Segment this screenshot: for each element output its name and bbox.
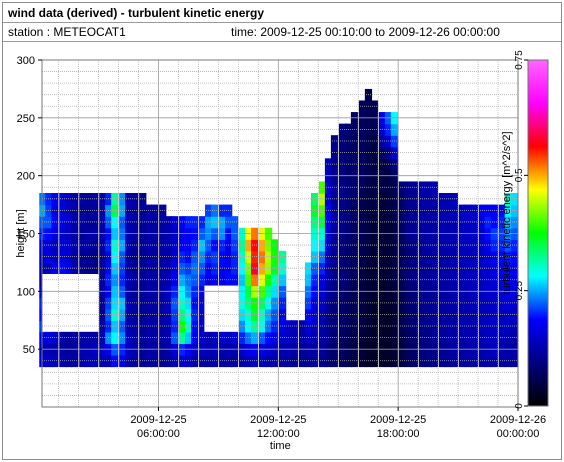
y-tick-label: 150 [17, 229, 35, 241]
x-tick-label-time: 18:00:00 [377, 428, 420, 440]
y-tick-label: 250 [17, 113, 35, 125]
no-data-gap [204, 285, 239, 332]
colorbar-label: turbulent kinetic energy [m^2/s^2] [501, 131, 513, 294]
colorbar-tick-label: 0 [514, 403, 525, 409]
y-tick-label: 200 [17, 171, 35, 183]
colorbar-tick-label: 0.5 [514, 168, 525, 182]
colorbar-tick-label: 0.75 [514, 50, 525, 70]
x-tick-label-date: 2009-12-25 [250, 414, 306, 426]
station-label: station : METEOCAT1 [8, 25, 126, 39]
y-axis-label: height [m] [15, 209, 27, 257]
y-tick-label: 300 [17, 55, 35, 67]
y-tick-label: 50 [23, 344, 35, 356]
colorbar [527, 59, 549, 407]
x-axis-label: time [270, 440, 291, 452]
x-tick-label-time: 00:00:00 [497, 428, 540, 440]
chart-title: wind data (derived) - turbulent kinetic … [8, 6, 265, 20]
time-range-label: time: 2009-12-25 00:10:00 to 2009-12-26 … [231, 25, 500, 39]
x-tick-label-date: 2009-12-25 [130, 414, 186, 426]
y-tick-label: 100 [17, 286, 35, 298]
info-bar: station : METEOCAT1 time: 2009-12-25 00:… [3, 23, 561, 42]
x-tick-label-time: 06:00:00 [137, 428, 180, 440]
colorbar-tick-label: 0.25 [514, 280, 525, 300]
title-bar: wind data (derived) - turbulent kinetic … [3, 3, 561, 23]
x-tick-label-date: 2009-12-26 [490, 414, 546, 426]
x-tick-label-date: 2009-12-25 [370, 414, 426, 426]
x-tick-label-time: 12:00:00 [257, 428, 300, 440]
